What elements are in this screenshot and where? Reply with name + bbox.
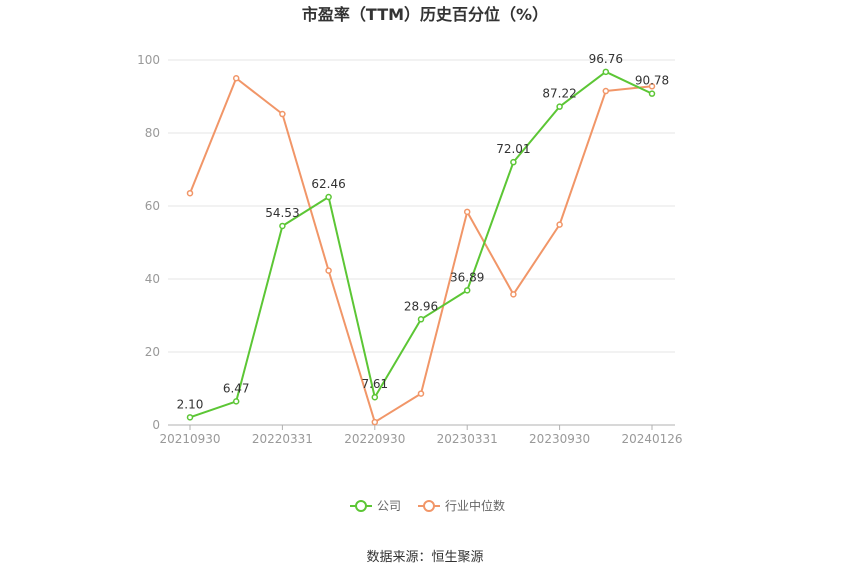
data-point[interactable] [325,267,332,274]
x-tick-label: 20220331 [252,432,313,446]
series-layer [186,68,656,426]
data-point[interactable] [648,83,656,90]
y-tick-label: 40 [145,272,160,286]
legend-label: 公司 [377,499,401,513]
x-tick-label: 20230331 [437,432,498,446]
data-point[interactable] [602,87,610,95]
data-label: 6.47 [223,381,250,395]
y-tick-label: 60 [145,199,160,213]
data-point[interactable] [602,68,610,76]
x-tick-label: 20230930 [529,432,590,446]
data-labels: 2.10 6.47 54.53 62.46 7.61 28.96 36.89 72.01 87.… [177,52,670,412]
series-line [189,70,653,419]
legend-item-1[interactable]: 行业中位数 [418,498,505,513]
data-label: 2.10 [177,397,204,411]
x-tick-label: 20240126 [621,432,682,446]
data-point[interactable] [371,393,379,401]
data-point[interactable] [556,221,563,228]
data-point[interactable] [232,75,240,82]
y-tick-label: 20 [145,345,160,359]
y-tick-label: 80 [145,126,160,140]
data-point[interactable] [463,287,471,294]
data-label: 90.78 [635,74,669,88]
series-line [189,77,653,424]
legend-item-0[interactable]: 公司 [350,499,401,513]
data-point[interactable] [186,189,194,197]
legend[interactable]: 公司 行业中位数 [350,498,505,513]
x-tick-label: 20210930 [159,432,220,446]
data-point[interactable] [463,208,471,216]
data-point[interactable] [186,414,194,421]
series-1 [186,75,656,426]
data-point[interactable] [279,110,286,118]
data-label: 54.53 [265,206,299,220]
source-note: 数据来源：恒生聚源 [366,550,483,565]
data-point[interactable] [279,222,286,230]
data-point[interactable] [510,158,517,166]
x-tick-label: 20220930 [344,432,405,446]
data-point[interactable] [510,291,517,298]
data-point[interactable] [232,398,240,405]
data-point[interactable] [556,103,563,110]
series-0 [186,68,656,421]
data-label: 62.46 [311,177,345,191]
data-label: 7.61 [361,377,388,391]
data-label: 96.76 [589,52,623,66]
y-tick-label: 0 [152,418,160,432]
data-point[interactable] [325,193,332,201]
data-label: 28.96 [404,299,438,313]
data-point[interactable] [417,316,425,323]
legend-marker [423,500,435,512]
data-point[interactable] [371,418,379,426]
data-point[interactable] [648,90,656,97]
x-axis: 20210930 20220331 20220930 20230331 20230930… [159,425,683,446]
legend-label: 行业中位数 [445,498,505,513]
data-label: 36.89 [450,270,484,284]
data-label: 72.01 [496,142,530,156]
legend-marker [355,500,367,512]
chart-title: 市盈率（TTM）历史百分位（%） [302,5,548,24]
y-axis: 0 20 40 60 80 100 [137,53,160,432]
data-point[interactable] [417,390,425,397]
y-tick-label: 100 [137,53,160,67]
data-label: 87.22 [542,87,576,101]
